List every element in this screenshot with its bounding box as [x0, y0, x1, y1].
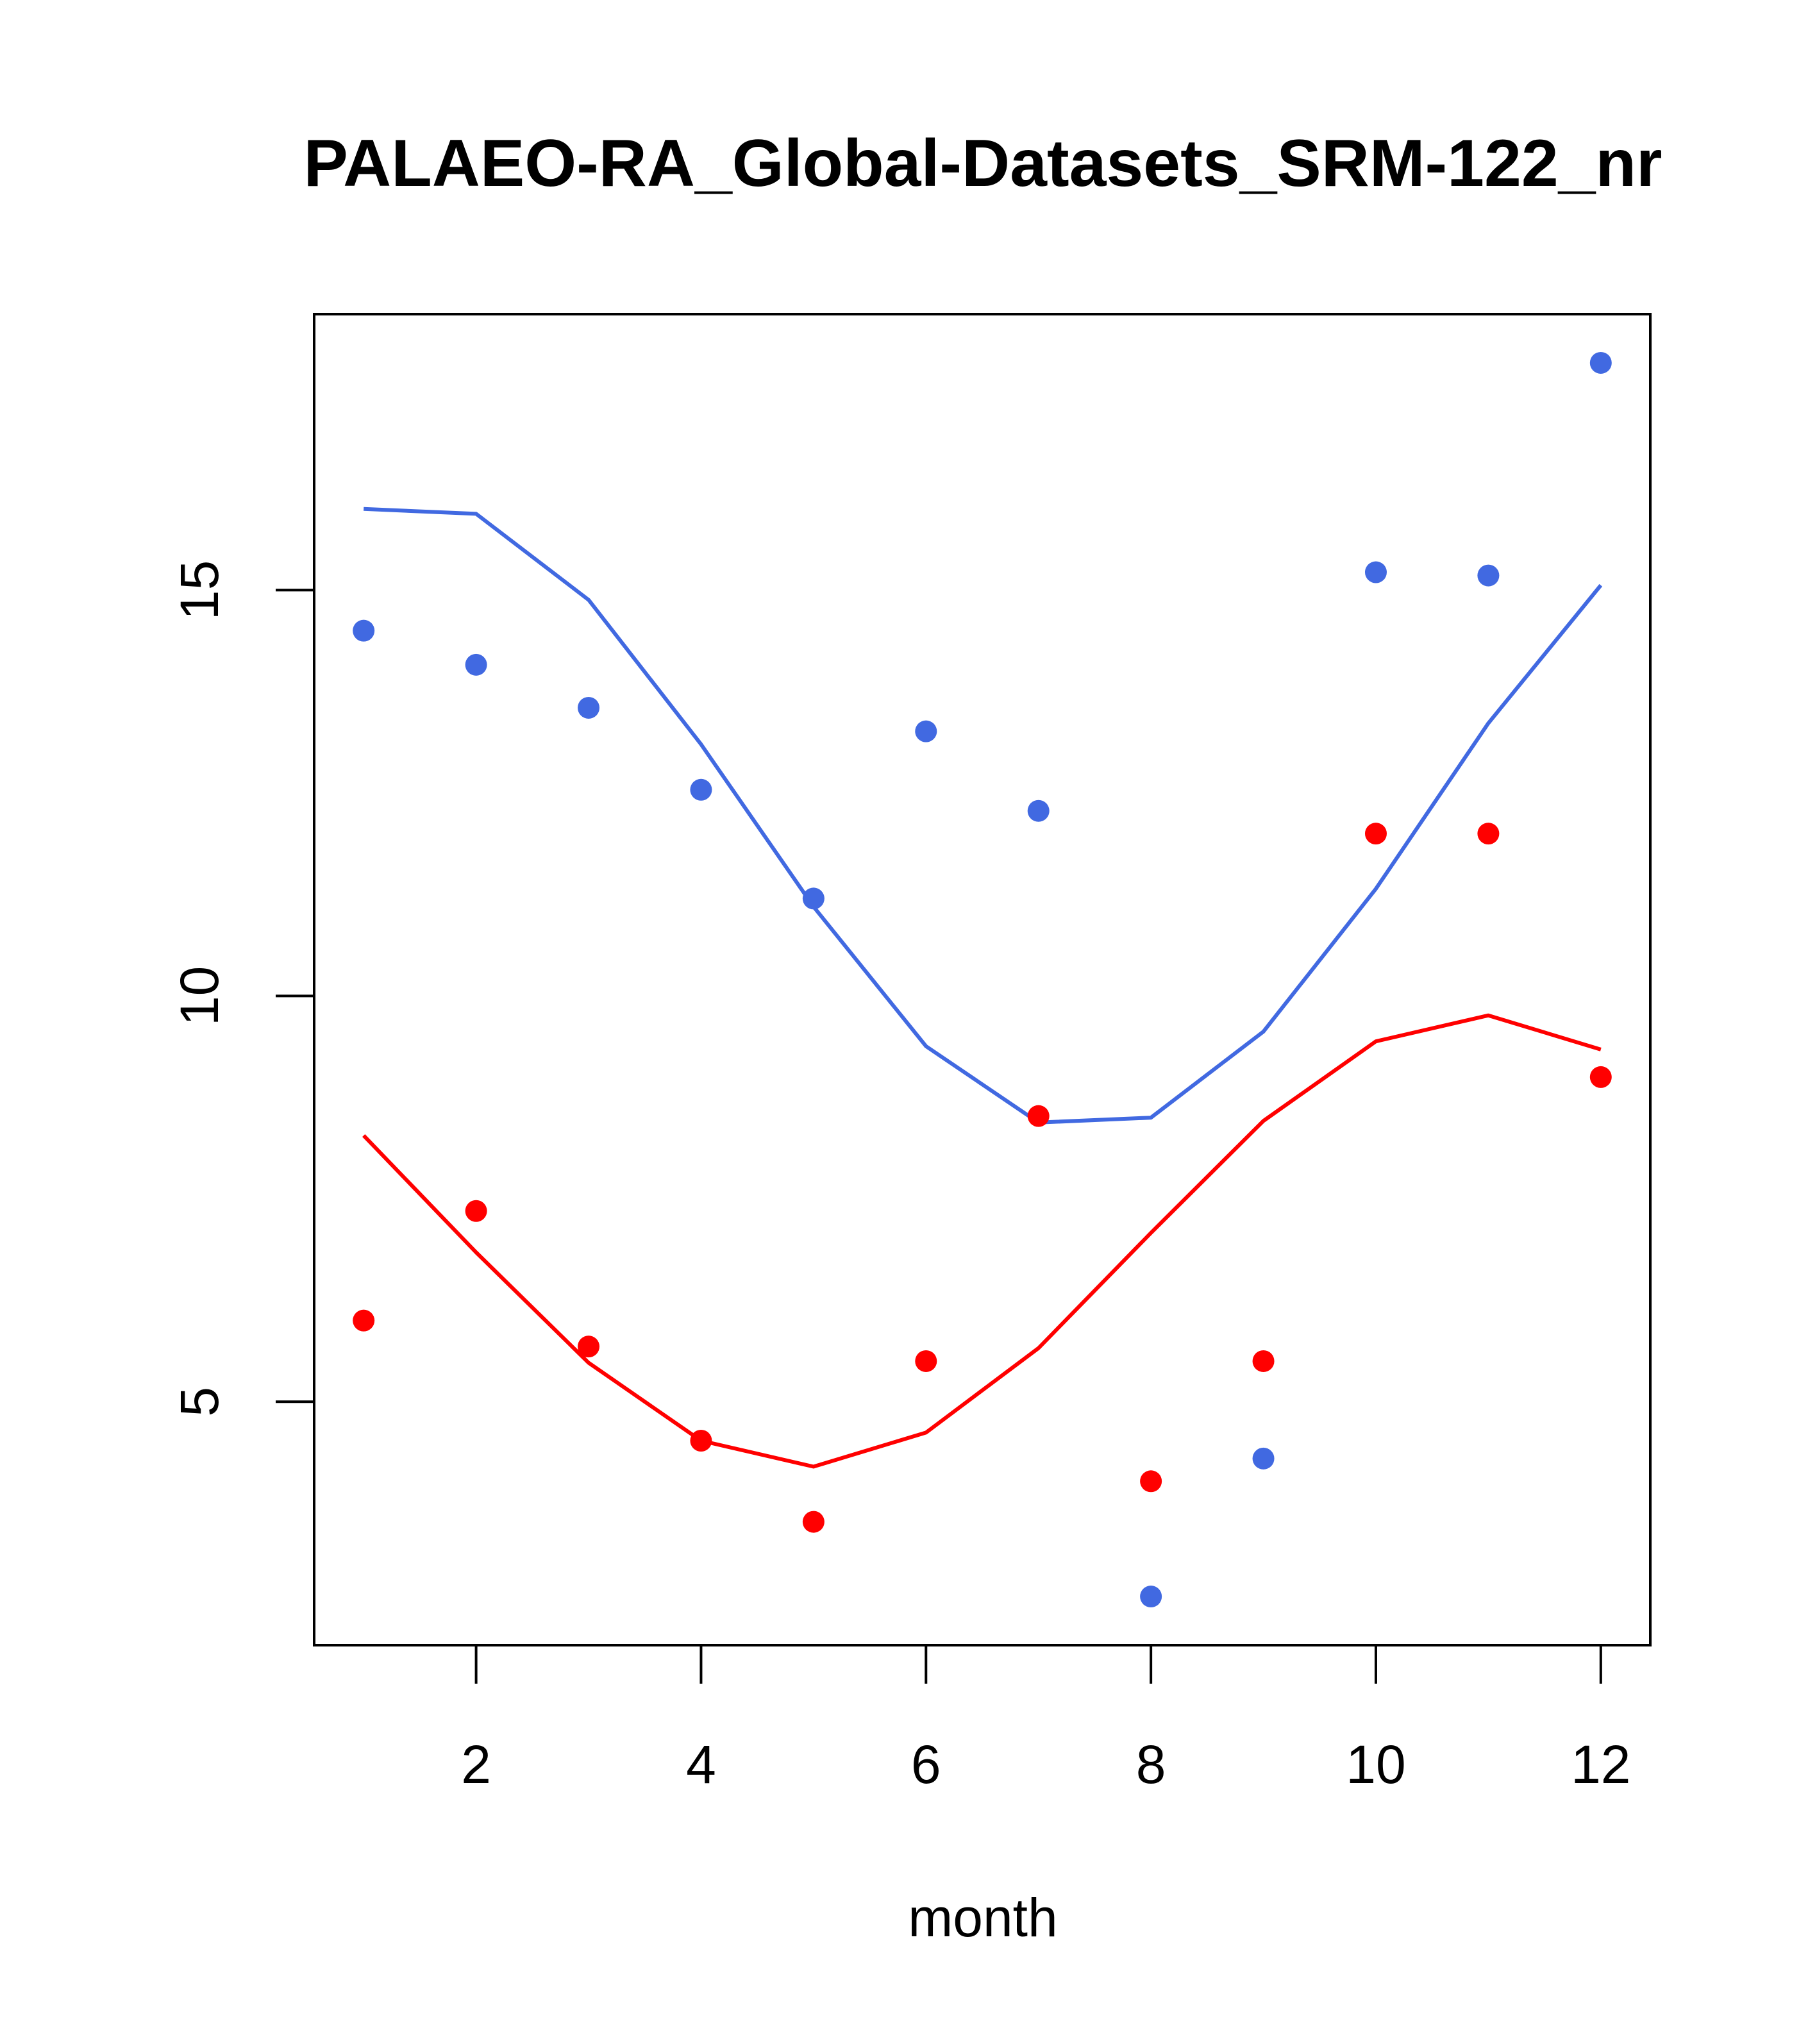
data-point	[1477, 564, 1500, 587]
data-point	[802, 1511, 825, 1533]
red-line	[362, 1013, 1602, 1469]
data-point	[578, 1336, 600, 1358]
data-point	[1027, 1105, 1050, 1127]
data-point	[578, 696, 600, 719]
x-tick-label: 6	[911, 1734, 941, 1795]
x-axis: 2 4 6 8 10 12	[461, 1644, 1631, 1795]
data-point	[353, 1309, 375, 1332]
data-point	[1252, 1447, 1275, 1470]
x-tick-label: 8	[1136, 1734, 1166, 1795]
data-point	[1140, 1586, 1162, 1608]
x-tick-label: 10	[1346, 1734, 1405, 1795]
chart-title: PALAEO-RA_Global-Datasets_SRM-122_nr	[303, 126, 1662, 201]
data-point	[1589, 1066, 1612, 1088]
data-point	[1589, 351, 1612, 374]
data-point	[1364, 823, 1387, 845]
y-tick-label: 10	[169, 966, 230, 1026]
y-tick-label: 5	[169, 1387, 230, 1417]
x-tick-label: 4	[686, 1734, 716, 1795]
data-point	[690, 778, 712, 801]
data-point	[1140, 1470, 1162, 1493]
data-point	[465, 1200, 487, 1222]
data-point	[1364, 561, 1387, 583]
data-point	[465, 653, 487, 676]
y-tick-label: 15	[169, 560, 230, 620]
data-point	[915, 1350, 937, 1372]
series-layer	[353, 351, 1612, 1608]
data-point	[353, 619, 375, 642]
plot-frame	[313, 313, 1652, 1646]
data-point	[1252, 1350, 1275, 1372]
blue-line-path	[364, 507, 1603, 1125]
data-point	[1477, 823, 1500, 845]
red-line-path	[362, 1013, 1602, 1469]
data-point	[915, 720, 937, 742]
blue-line	[364, 507, 1603, 1125]
data-point	[1027, 800, 1050, 822]
x-axis-label: month	[908, 1888, 1057, 1948]
x-tick-label: 12	[1571, 1734, 1630, 1795]
red-points	[353, 823, 1612, 1533]
data-point	[690, 1430, 712, 1452]
blue-points	[353, 351, 1612, 1608]
x-tick-label: 2	[461, 1734, 491, 1795]
y-axis: 5 10 15	[169, 560, 315, 1417]
data-point	[802, 887, 825, 910]
